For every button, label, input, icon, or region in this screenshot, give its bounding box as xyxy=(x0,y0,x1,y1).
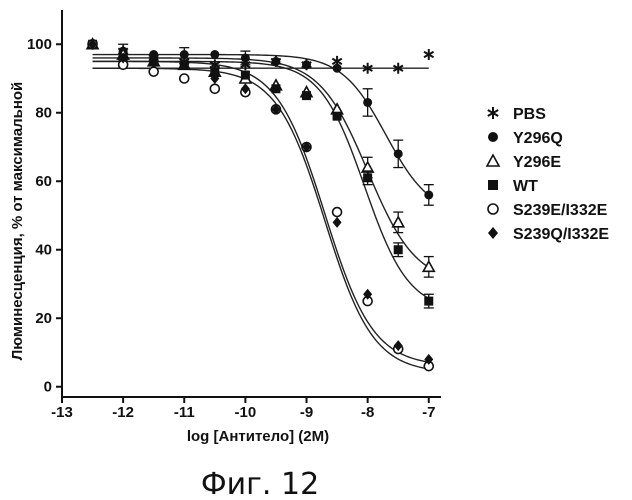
data-point xyxy=(363,98,372,107)
legend-label: S239Q/I332E xyxy=(513,226,609,243)
legend-marker xyxy=(487,155,499,166)
x-tick-label: -7 xyxy=(422,404,435,421)
y-axis-title: Люминесценция, % от максимальной xyxy=(9,82,26,361)
axes: 0 20 40 60 80 100 -13 -12 -11 -10 -9 -8 -7 xyxy=(27,10,441,421)
y-tick-label: 40 xyxy=(35,242,52,259)
x-tick-label: -9 xyxy=(300,404,313,421)
y-tick-label: 60 xyxy=(35,173,52,190)
legend-label: S239E/I332E xyxy=(513,202,608,219)
y-tick-label: 20 xyxy=(35,310,52,327)
y-tick-label: 80 xyxy=(35,105,52,122)
plot-area xyxy=(93,55,429,369)
legend-marker xyxy=(488,132,498,142)
x-tick-label: -10 xyxy=(235,404,257,421)
legend-marker xyxy=(488,180,498,190)
data-point xyxy=(241,71,250,80)
x-tick-label: -11 xyxy=(174,404,195,421)
data-point xyxy=(241,53,250,62)
data-point xyxy=(394,245,403,254)
y-tick-label: 0 xyxy=(44,379,52,396)
fit-curve xyxy=(93,61,429,298)
data-point xyxy=(333,208,342,217)
fit-curve xyxy=(93,68,429,369)
data-point xyxy=(333,64,342,73)
data-point xyxy=(424,297,433,306)
legend-label: PBS xyxy=(513,106,546,123)
data-point xyxy=(423,261,434,271)
legend-marker xyxy=(488,227,498,239)
legend-label: Y296E xyxy=(513,154,561,171)
x-tick-label: -13 xyxy=(51,404,73,421)
dose-response-chart: 0 20 40 60 80 100 -13 -12 -11 -10 -9 -8 -7 PBS Y296Q Y… xyxy=(0,0,632,500)
data-point xyxy=(210,50,219,59)
data-point xyxy=(424,190,433,199)
data-point xyxy=(393,217,404,227)
x-axis-title: log [Антитело] (2M) xyxy=(187,428,329,445)
legend-marker xyxy=(488,107,498,119)
legend-marker xyxy=(488,204,498,214)
data-point xyxy=(394,149,403,158)
figure-caption: Фиг. 12 xyxy=(201,467,319,500)
data-point xyxy=(302,60,311,69)
fit-curve xyxy=(93,55,429,196)
legend-label: Y296Q xyxy=(513,130,563,147)
data-point xyxy=(333,112,342,121)
x-tick-label: -8 xyxy=(361,404,374,421)
data-point xyxy=(424,49,434,60)
data-point xyxy=(149,67,158,76)
fit-curve xyxy=(93,58,429,267)
x-tick-label: -12 xyxy=(112,404,134,421)
legend: PBS Y296Q Y296E WT S239E/I332E S239Q/I332E xyxy=(487,106,609,243)
fit-curve xyxy=(93,61,429,362)
data-point xyxy=(180,74,189,83)
data-point xyxy=(271,57,280,66)
data-point xyxy=(271,84,280,93)
data-point xyxy=(302,91,311,100)
data-point xyxy=(333,217,342,228)
y-tick-label: 100 xyxy=(27,36,52,53)
data-point xyxy=(363,173,372,182)
data-point xyxy=(210,84,219,93)
legend-label: WT xyxy=(513,178,538,195)
